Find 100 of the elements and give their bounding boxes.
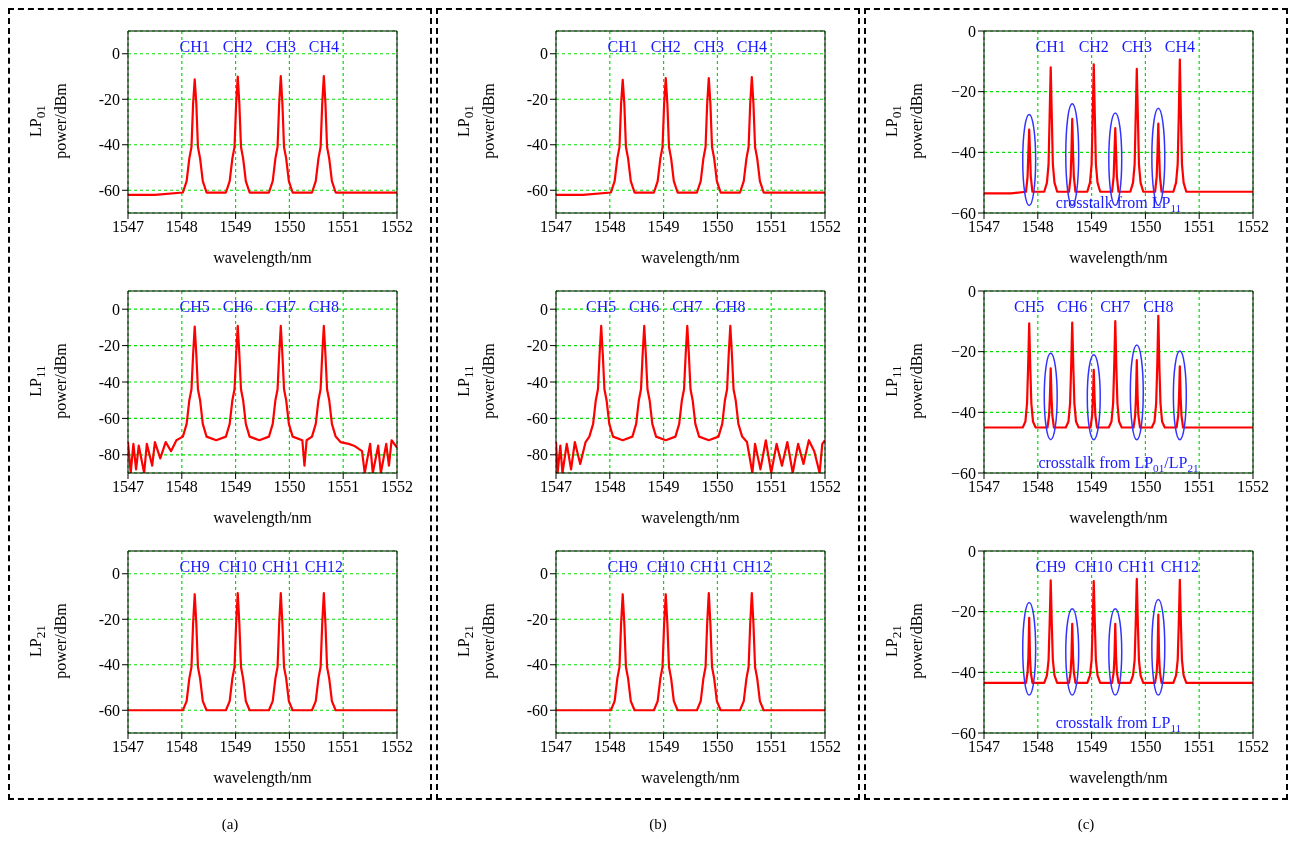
x-tick-label: 1552 <box>381 218 413 236</box>
y-tick-label: -60 <box>526 701 548 719</box>
annotation: CH2 <box>650 37 681 55</box>
x-tick-label: 1551 <box>755 218 788 236</box>
x-tick-label: 1549 <box>1075 218 1108 236</box>
y-tick-label: -40 <box>526 136 548 154</box>
x-tick-label: 1547 <box>540 738 572 756</box>
x-tick-label: 1550 <box>273 218 306 236</box>
y-tick-label: -60 <box>98 181 120 199</box>
y-tick-label: 0 <box>112 565 120 583</box>
annotation: CH7 <box>1100 297 1131 315</box>
annotation: CH10 <box>1074 557 1113 575</box>
annotation: crosstalk from LP$_{01}$/LP$_{21}$ <box>1038 453 1199 474</box>
x-tick-label: 1552 <box>809 738 841 756</box>
x-tick-label: 1550 <box>1129 218 1162 236</box>
x-tick-label: 1550 <box>701 738 734 756</box>
x-tick-label: 1549 <box>1075 478 1108 496</box>
annotation: CH11 <box>1117 557 1156 575</box>
annotation: CH6 <box>222 297 253 315</box>
x-tick-label: 1550 <box>1129 738 1162 756</box>
x-axis-title: wavelength/nm <box>1069 249 1169 267</box>
annotation: CH1 <box>179 37 210 55</box>
line-series <box>984 314 1253 429</box>
x-tick-label: 1551 <box>1183 218 1216 236</box>
x-tick-label: 1548 <box>1021 738 1054 756</box>
annotation: CH12 <box>732 557 771 575</box>
annotation: CH11 <box>261 557 300 575</box>
x-tick-label: 1548 <box>165 478 198 496</box>
x-tick-label: 1547 <box>112 218 144 236</box>
annotation: CH4 <box>1164 37 1195 55</box>
y-tick-label: −20 <box>950 603 976 621</box>
y-tick-label: -60 <box>98 410 120 428</box>
annotation: CH3 <box>693 37 724 55</box>
x-tick-label: 1551 <box>327 478 360 496</box>
y-tick-label: 0 <box>540 300 548 318</box>
x-tick-label: 1549 <box>219 478 252 496</box>
x-tick-label: 1550 <box>701 478 734 496</box>
annotation: CH7 <box>672 297 703 315</box>
annotation: CH4 <box>736 37 767 55</box>
x-tick-label: 1549 <box>647 218 680 236</box>
y-tick-label: -60 <box>526 410 548 428</box>
x-tick-label: 1551 <box>327 738 360 756</box>
y-tick-label: 0 <box>112 45 120 63</box>
x-tick-label: 1550 <box>1129 478 1162 496</box>
y-tick-label: −40 <box>950 404 976 422</box>
line-series <box>984 577 1253 685</box>
x-tick-label: 1552 <box>381 478 413 496</box>
text: (a) <box>220 816 240 833</box>
x-axis-title: wavelength/nm <box>1069 769 1169 787</box>
x-axis-title: wavelength/nm <box>641 509 741 527</box>
annotation: CH2 <box>222 37 253 55</box>
y-tick-label: 0 <box>968 22 976 40</box>
y-tick-label: -20 <box>526 90 548 108</box>
annotation: CH9 <box>607 557 638 575</box>
y-tick-label: -40 <box>98 136 120 154</box>
x-tick-label: 1550 <box>273 738 306 756</box>
y-tick-label: -20 <box>98 337 120 355</box>
y-tick-label: -60 <box>98 701 120 719</box>
x-tick-label: 1551 <box>755 738 788 756</box>
annotation: CH1 <box>607 37 638 55</box>
y-tick-label: -20 <box>526 337 548 355</box>
annotation: CH2 <box>1078 37 1109 55</box>
x-axis-title: wavelength/nm <box>1069 509 1169 527</box>
annotation: CH1 <box>1035 37 1066 55</box>
line-series <box>128 74 397 196</box>
x-tick-label: 1552 <box>1237 478 1269 496</box>
y-tick-label: -20 <box>98 610 120 628</box>
x-tick-label: 1548 <box>165 738 198 756</box>
x-tick-label: 1551 <box>755 478 788 496</box>
x-tick-label: 1548 <box>165 218 198 236</box>
x-axis-title: wavelength/nm <box>213 509 313 527</box>
x-tick-label: 1551 <box>327 218 360 236</box>
annotation: CH6 <box>1057 297 1088 315</box>
x-axis-title: wavelength/nm <box>213 249 313 267</box>
y-tick-label: −40 <box>950 664 976 682</box>
x-tick-label: 1551 <box>1183 478 1216 496</box>
annotation: CH8 <box>1143 297 1174 315</box>
y-tick-label: 0 <box>112 300 120 318</box>
y-tick-label: -40 <box>98 373 120 391</box>
y-tick-label: 0 <box>540 565 548 583</box>
x-tick-label: 1548 <box>593 478 626 496</box>
y-tick-label: -40 <box>526 373 548 391</box>
annotation: CH9 <box>179 557 210 575</box>
x-axis-title: wavelength/nm <box>641 249 741 267</box>
x-tick-label: 1548 <box>593 738 626 756</box>
y-tick-label: -20 <box>98 90 120 108</box>
x-tick-label: 1552 <box>381 738 413 756</box>
annotation: CH8 <box>715 297 746 315</box>
x-tick-label: 1549 <box>1075 738 1108 756</box>
x-tick-label: 1551 <box>1183 738 1216 756</box>
y-tick-label: 0 <box>968 542 976 560</box>
annotation: CH10 <box>218 557 257 575</box>
x-tick-label: 1547 <box>540 478 572 496</box>
annotation: CH5 <box>586 297 617 315</box>
x-tick-label: 1549 <box>647 738 680 756</box>
annotation: CH9 <box>1035 557 1066 575</box>
x-tick-label: 1550 <box>273 478 306 496</box>
annotation: CH6 <box>629 297 660 315</box>
y-tick-label: -40 <box>98 656 120 674</box>
x-tick-label: 1547 <box>112 478 144 496</box>
